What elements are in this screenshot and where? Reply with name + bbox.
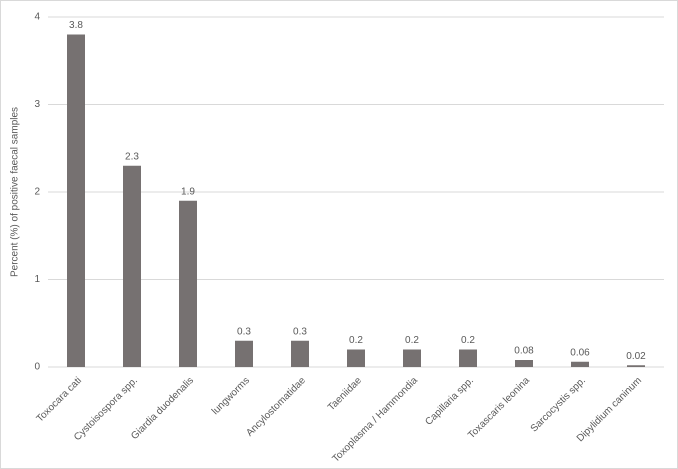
bar [459, 349, 477, 367]
bar [403, 349, 421, 367]
value-label: 0.3 [293, 326, 307, 337]
value-label: 0.3 [237, 326, 251, 337]
bar [291, 340, 309, 367]
bar [515, 360, 533, 367]
bar [347, 349, 365, 367]
value-label: 0.06 [570, 347, 590, 358]
value-label: 0.2 [349, 335, 363, 346]
bar [571, 361, 589, 367]
y-tick-label: 1 [34, 274, 40, 285]
value-label: 1.9 [181, 186, 195, 197]
value-label: 2.3 [125, 151, 139, 162]
bar [179, 200, 197, 367]
y-tick-label: 2 [34, 187, 40, 198]
value-label: 0.02 [626, 351, 646, 362]
value-label: 3.8 [69, 20, 83, 31]
y-tick-label: 4 [34, 12, 40, 23]
bar [123, 165, 141, 367]
value-label: 0.2 [461, 335, 475, 346]
value-label: 0.08 [514, 346, 534, 357]
value-label: 0.2 [405, 335, 419, 346]
bar [235, 340, 253, 367]
bar [627, 365, 645, 367]
y-tick-label: 0 [34, 362, 40, 373]
bar [67, 34, 85, 367]
y-tick-label: 3 [34, 99, 40, 110]
y-axis-title: Percent (%) of positive faecal samples [10, 107, 21, 277]
